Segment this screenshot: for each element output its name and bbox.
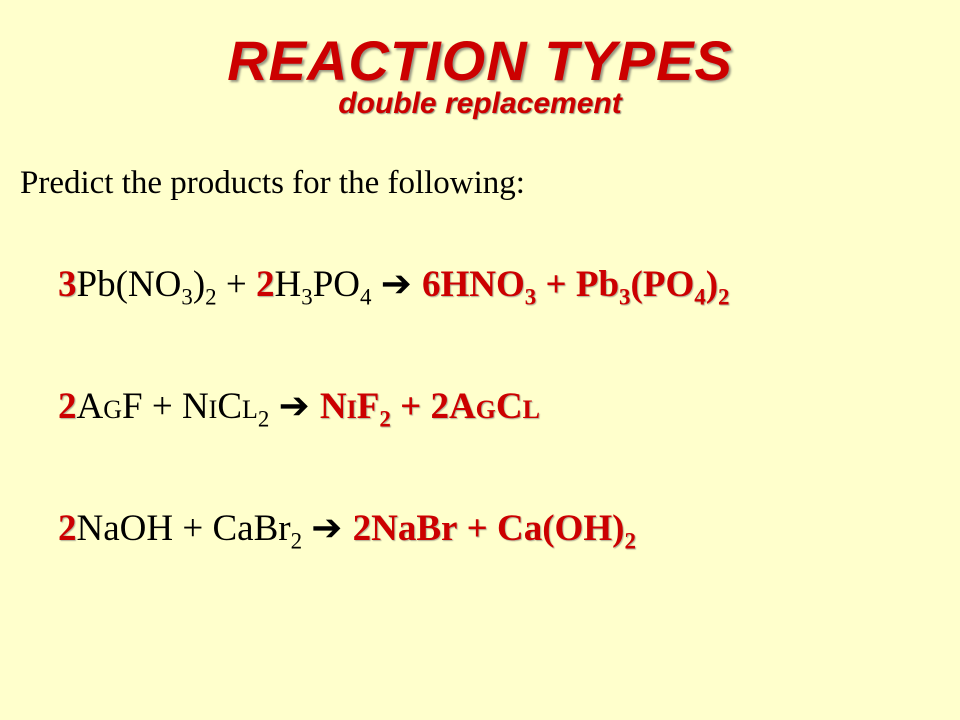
product: 6HNO3 [422,264,536,305]
coef: 2 [58,386,77,427]
product: NiF2 [320,386,391,427]
product: Ca(OH)2 [497,508,636,549]
equation-1: 3Pb(NO3)2 + 2H3PO4 ➔ 6HNO3 + Pb3(PO4)2 [58,262,930,306]
reactant: CaBr2 [212,508,302,549]
plus: + [226,264,256,305]
reactant: AgF [77,386,143,427]
title-sub: double replacement [30,87,930,121]
arrow-icon: ➔ [311,507,352,548]
coef: 2 [256,264,275,305]
equation-3: 2NaOH + CaBr2 ➔ 2NaBr + Ca(OH)2 [58,506,930,550]
plus: + [182,508,212,549]
product: 2AgCl [430,386,540,427]
prompt-text: Predict the products for the following: [20,165,930,202]
reactant: NaOH [77,508,174,549]
slide-title: REACTION TYPES double replacement [30,28,930,121]
plus: + [152,386,182,427]
equation-2: 2AgF + NiCl2 ➔ NiF2 + 2AgCl [58,384,930,428]
coef: 3 [58,264,77,305]
arrow-icon: ➔ [381,263,422,304]
plus: + [467,508,497,549]
arrow-icon: ➔ [279,385,320,426]
plus: + [546,264,576,305]
title-main: REACTION TYPES [30,28,930,93]
reactant: NiCl2 [182,386,269,427]
product: 2NaBr [353,508,458,549]
slide: REACTION TYPES double replacement Predic… [0,0,960,720]
coef: 2 [58,508,77,549]
reactant: H3PO4 [274,264,371,305]
product: Pb3(PO4)2 [576,264,730,305]
reactant: Pb(NO3)2 [77,264,217,305]
plus: + [400,386,430,427]
